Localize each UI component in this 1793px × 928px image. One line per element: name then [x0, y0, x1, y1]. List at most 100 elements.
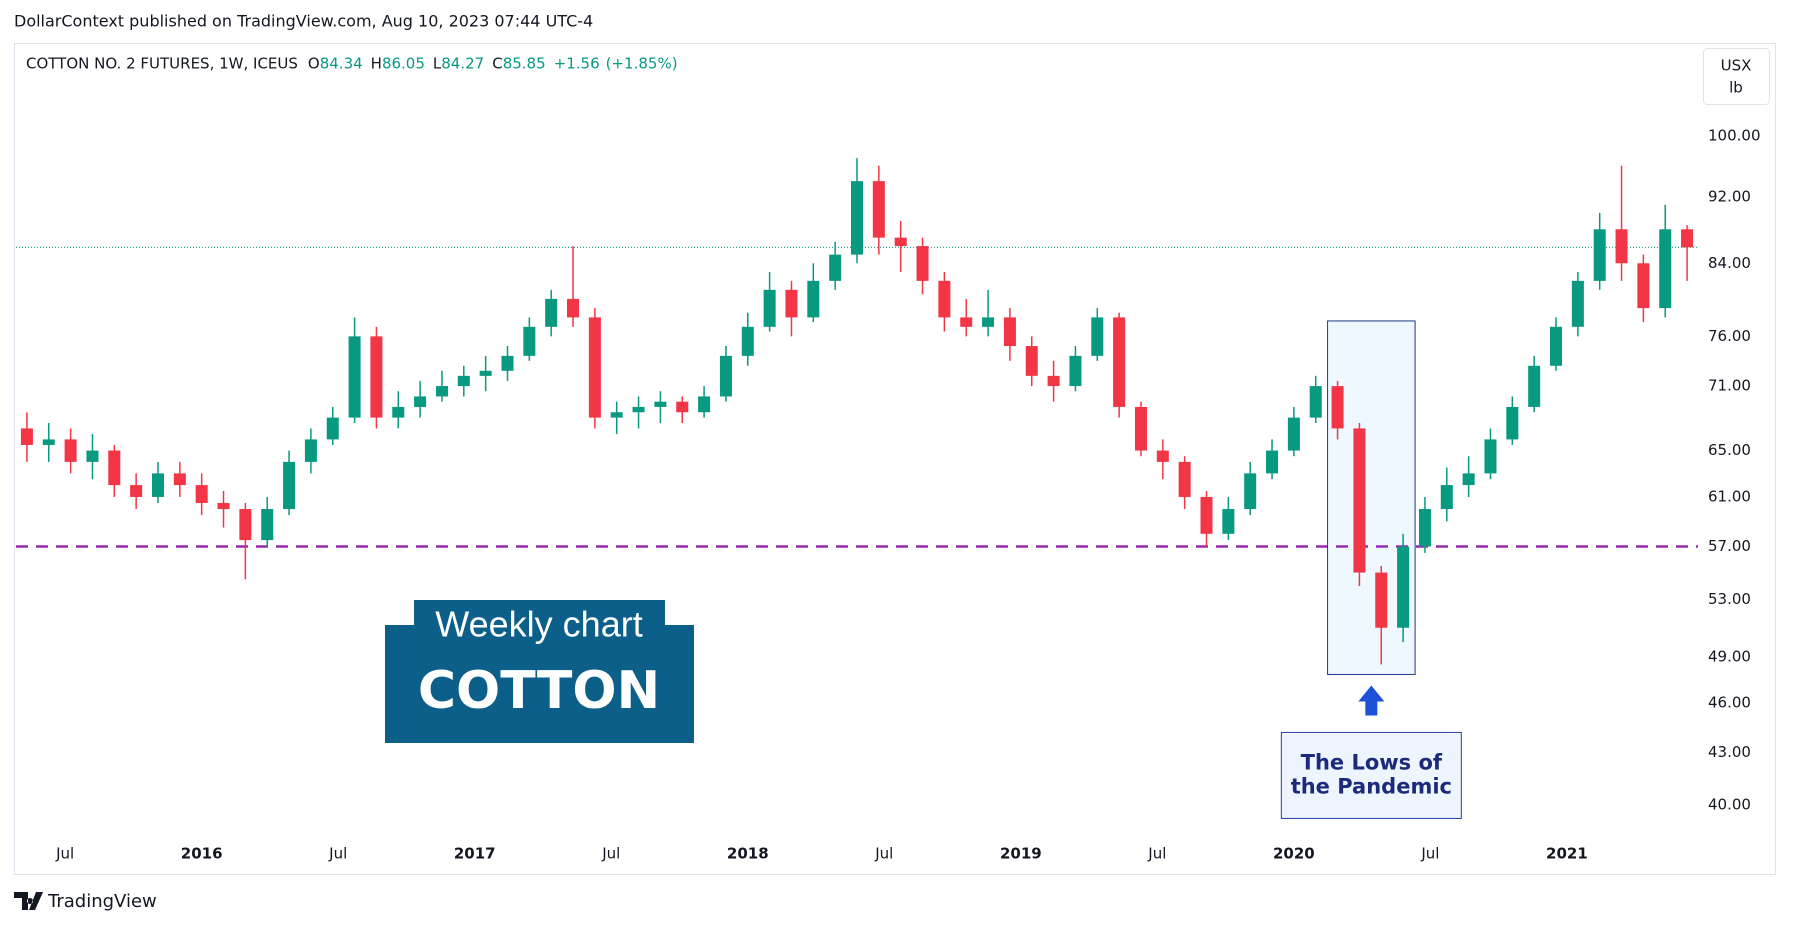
y-tick-label: 76.00	[1708, 327, 1751, 345]
candle-body	[1331, 386, 1344, 429]
candle-body	[1484, 439, 1497, 474]
annotation-arrow	[1358, 685, 1385, 716]
candle-body	[1550, 326, 1563, 366]
candle-body	[763, 289, 776, 327]
candle-body	[1287, 417, 1300, 451]
candle-body	[1440, 485, 1453, 510]
legend-label: O	[308, 55, 320, 73]
candle-body	[370, 336, 383, 418]
candle-body	[1681, 229, 1694, 248]
candle-body	[173, 473, 186, 486]
x-tick-label: 2021	[1546, 845, 1588, 863]
candle-body	[807, 280, 820, 318]
candle-body	[1353, 428, 1366, 573]
text-box-notch	[665, 600, 694, 625]
candle-body	[1506, 406, 1519, 440]
legend-value: 85.85	[503, 55, 546, 73]
candle-body	[588, 317, 601, 418]
candle-body	[1178, 461, 1191, 497]
candle-body	[676, 401, 689, 413]
candle-body	[1309, 386, 1322, 418]
candle-body	[698, 396, 711, 413]
brand: TradingView	[14, 891, 157, 912]
candle-body	[348, 336, 361, 418]
text-box-line: Weekly chart	[435, 604, 642, 645]
x-tick-label: 2016	[181, 845, 223, 863]
candle-body	[304, 439, 317, 462]
candle-body	[1593, 229, 1606, 281]
candle-body	[1418, 509, 1431, 547]
candle-body	[1200, 496, 1213, 534]
publisher: DollarContext published on TradingView.c…	[14, 12, 593, 31]
candle-body	[632, 406, 645, 413]
currency: USX	[1721, 57, 1752, 75]
x-tick-label: 2020	[1273, 845, 1315, 863]
candle-body	[457, 375, 470, 387]
unit: lb	[1729, 79, 1743, 97]
candle-body	[1069, 355, 1082, 387]
candle-body	[894, 237, 907, 247]
candle-body	[1637, 263, 1650, 309]
candle-body	[1462, 473, 1475, 486]
candle-body	[960, 317, 973, 327]
candle-body	[392, 406, 405, 418]
candle-body	[217, 502, 230, 510]
candle-body	[1571, 280, 1584, 327]
candle-body	[414, 396, 427, 407]
candle-body	[567, 298, 580, 318]
brand-logo	[14, 892, 43, 910]
change-pct: (+1.85%)	[606, 55, 678, 73]
candle-body	[872, 181, 885, 238]
x-tick-label: 2019	[1000, 845, 1042, 863]
candle-body	[64, 439, 77, 462]
candle-body	[829, 254, 842, 281]
candle-body	[435, 386, 448, 397]
y-tick-label: 49.00	[1708, 647, 1751, 665]
y-tick-label: 65.00	[1708, 441, 1751, 459]
y-tick-label: 53.00	[1708, 590, 1751, 608]
candle-body	[86, 450, 99, 462]
annotation-text: The Lows of	[1301, 750, 1443, 774]
candle-body	[283, 461, 296, 510]
candle-body	[1659, 229, 1672, 309]
text-box-notch	[385, 600, 414, 625]
candle-body	[1113, 317, 1126, 407]
x-tick-label: 2018	[727, 845, 769, 863]
y-tick-label: 46.00	[1708, 694, 1751, 712]
candle-body	[1222, 509, 1235, 534]
candle-body	[108, 450, 121, 486]
x-tick-label: Jul	[1420, 845, 1439, 863]
annotation-text: the Pandemic	[1291, 774, 1452, 798]
candle-body	[545, 298, 558, 327]
change: +1.56	[554, 55, 600, 73]
annotation-box	[1280, 731, 1462, 819]
candle-body	[1615, 229, 1628, 264]
x-tick-label: Jul	[874, 845, 893, 863]
candle-body	[785, 289, 798, 318]
candle-body	[1134, 406, 1147, 451]
legend-label: C	[492, 55, 502, 73]
y-tick-label: 84.00	[1708, 254, 1751, 272]
text-box: Weekly chart COTTON	[385, 600, 694, 743]
y-tick-label: 61.00	[1708, 487, 1751, 505]
candle-body	[239, 509, 252, 541]
candle-body	[261, 509, 274, 541]
legend-label: H	[371, 55, 382, 73]
legend-value: 84.34	[320, 55, 363, 73]
plot	[16, 158, 1698, 675]
candle-body	[1156, 450, 1169, 462]
candle-body	[916, 246, 929, 281]
x-tick-label: Jul	[55, 845, 74, 863]
y-tick-label: 57.00	[1708, 537, 1751, 555]
candle-body	[1375, 572, 1388, 628]
x-tick-label: Jul	[601, 845, 620, 863]
x-tick-label: Jul	[1147, 845, 1166, 863]
candle-body	[1003, 317, 1016, 347]
candle-body	[741, 326, 754, 356]
candle-body	[479, 370, 492, 376]
x-tick-label: Jul	[328, 845, 347, 863]
candle-body	[610, 412, 623, 418]
legend-label: L	[433, 55, 442, 73]
